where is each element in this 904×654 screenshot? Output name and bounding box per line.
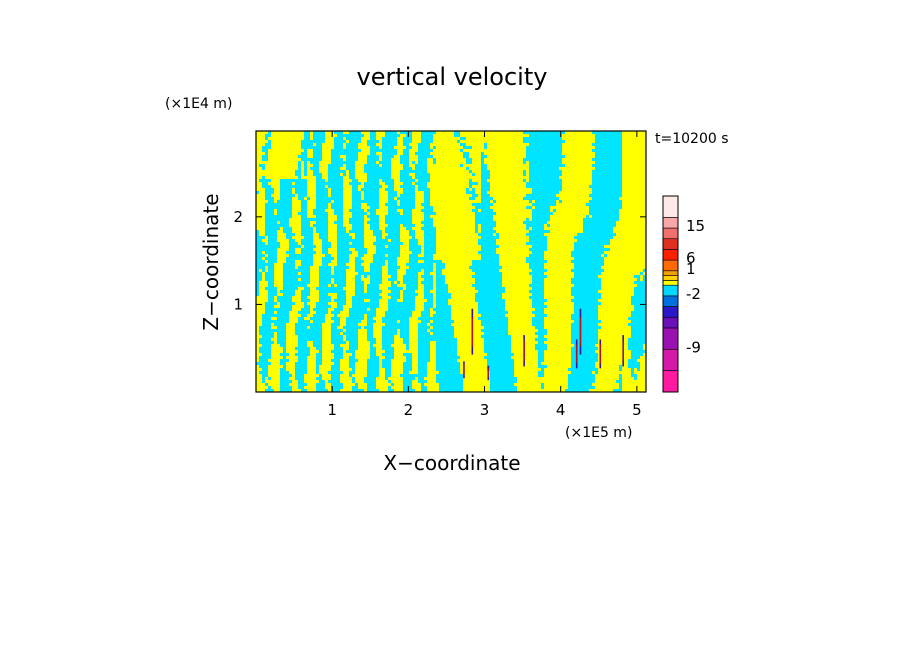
time-label: t=10200 s — [655, 131, 729, 147]
chart-title: vertical velocity — [357, 63, 548, 91]
x-tick-label: 1 — [327, 401, 337, 419]
colorbar-swatch — [662, 306, 679, 318]
plot-frame — [255, 130, 647, 393]
x-axis-unit: (×1E5 m) — [565, 425, 632, 441]
velocity-field — [256, 131, 647, 393]
colorbar-swatch — [662, 280, 679, 286]
x-axis-label: X−coordinate — [383, 451, 520, 475]
colorbar-swatch — [662, 327, 679, 350]
colorbar-swatch — [662, 270, 679, 276]
colorbar-label: -2 — [686, 285, 701, 303]
x-tick-label: 5 — [632, 401, 642, 419]
colorbar-frame — [662, 195, 679, 393]
colorbar-swatch — [662, 295, 679, 307]
y-tick-label: 1 — [233, 295, 243, 313]
colorbar-swatch — [662, 316, 679, 329]
colorbar-label: 15 — [686, 217, 705, 235]
colorbar-swatch — [662, 275, 679, 281]
colorbar-label: -9 — [686, 338, 701, 356]
y-tick-label: 2 — [233, 208, 243, 226]
x-tick-label: 3 — [480, 401, 490, 419]
colorbar-label: 1 — [686, 260, 696, 278]
y-axis-label: Z−coordinate — [199, 193, 223, 330]
colorbar-swatch — [662, 259, 679, 272]
colorbar-swatch — [662, 195, 679, 218]
colorbar: -9 -2 16 15 — [662, 195, 705, 393]
x-tick-label: 2 — [404, 401, 414, 419]
colorbar-swatch — [662, 227, 679, 240]
axes: 1 2 3 4 5 1 2 — [233, 131, 646, 419]
colorbar-swatch — [662, 348, 679, 371]
y-axis-unit: (×1E4 m) — [165, 96, 232, 112]
colorbar-swatch — [662, 217, 679, 229]
colorbar-swatch — [662, 284, 679, 297]
colorbar-swatch — [662, 238, 679, 250]
colorbar-swatch — [662, 249, 679, 261]
x-tick-label: 4 — [556, 401, 566, 419]
colorbar-label: 6 — [686, 249, 696, 267]
colorbar-swatch — [662, 370, 679, 393]
